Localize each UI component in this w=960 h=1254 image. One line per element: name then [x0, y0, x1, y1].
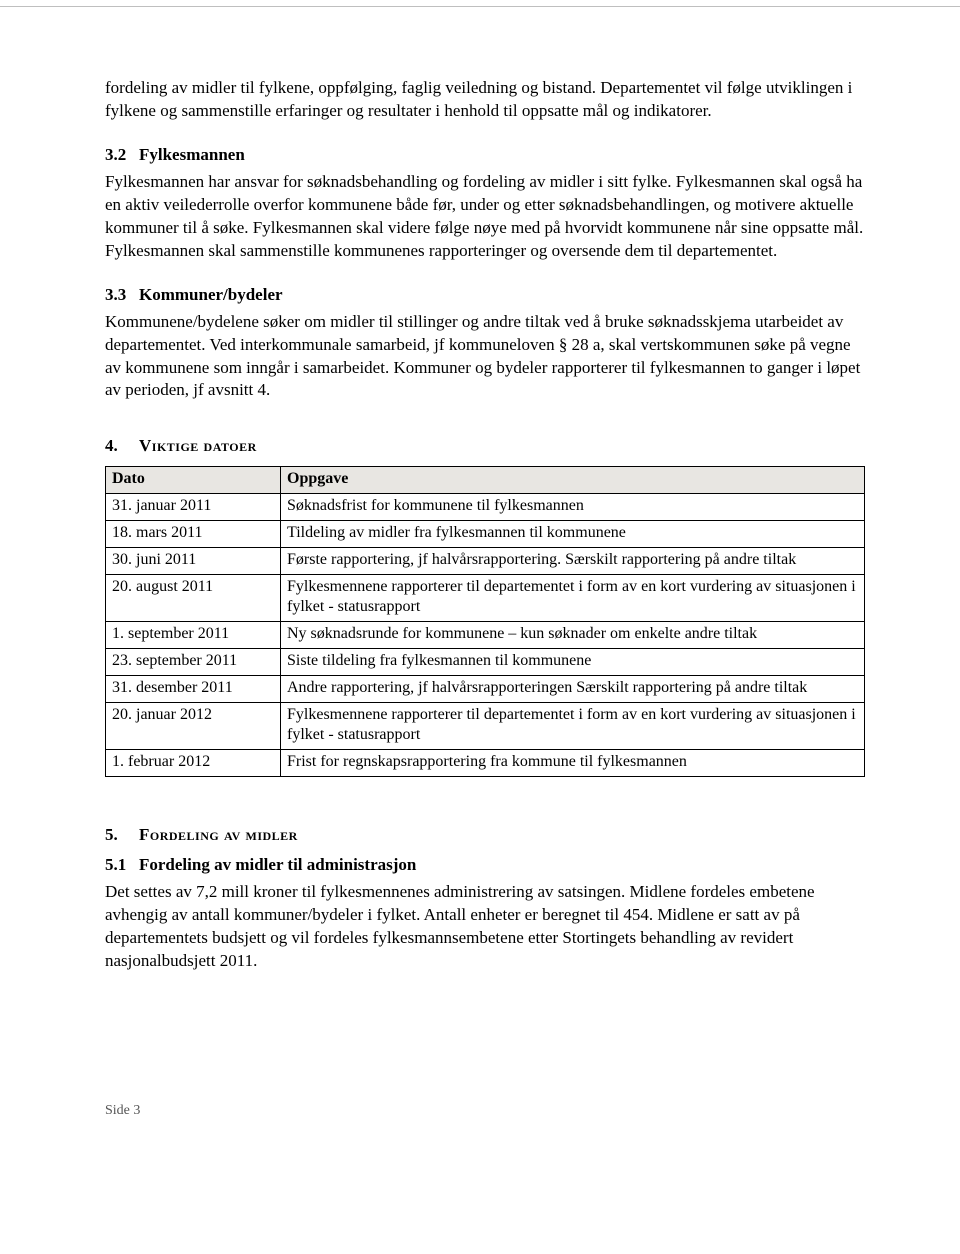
table-row: 30. juni 2011 Første rapportering, jf ha…	[106, 547, 865, 574]
table-header-row: Dato Oppgave	[106, 467, 865, 494]
table-row: 31. desember 2011 Andre rapportering, jf…	[106, 675, 865, 702]
heading-5-1: 5.1Fordeling av midler til administrasjo…	[105, 855, 865, 875]
heading-title: Kommuner/bydeler	[139, 285, 283, 304]
table-row: 20. januar 2012 Fylkesmennene rapportere…	[106, 702, 865, 750]
heading-number: 5.1	[105, 855, 139, 875]
cell-date: 31. januar 2011	[106, 494, 281, 521]
page-footer: Side 3	[105, 1103, 865, 1119]
table-row: 1. februar 2012 Frist for regnskapsrappo…	[106, 750, 865, 777]
table-row: 23. september 2011 Siste tildeling fra f…	[106, 648, 865, 675]
cell-task: Søknadsfrist for kommunene til fylkesman…	[281, 494, 865, 521]
cell-task: Fylkesmennene rapporterer til departemen…	[281, 574, 865, 622]
cell-date: 1. september 2011	[106, 622, 281, 649]
cell-date: 23. september 2011	[106, 648, 281, 675]
heading-4: 4.Viktige datoer	[105, 436, 865, 456]
cell-task: Fylkesmennene rapporterer til departemen…	[281, 702, 865, 750]
cell-task: Ny søknadsrunde for kommunene – kun søkn…	[281, 622, 865, 649]
table-row: 18. mars 2011 Tildeling av midler fra fy…	[106, 520, 865, 547]
cell-task: Tildeling av midler fra fylkesmannen til…	[281, 520, 865, 547]
body-3-2: Fylkesmannen har ansvar for søknadsbehan…	[105, 171, 865, 263]
col-header-task: Oppgave	[281, 467, 865, 494]
heading-3-3: 3.3Kommuner/bydeler	[105, 285, 865, 305]
body-3-3: Kommunene/bydelene søker om midler til s…	[105, 311, 865, 403]
heading-3-2: 3.2Fylkesmannen	[105, 145, 865, 165]
dates-table: Dato Oppgave 31. januar 2011 Søknadsfris…	[105, 466, 865, 777]
intro-paragraph: fordeling av midler til fylkene, oppfølg…	[105, 77, 865, 123]
cell-date: 18. mars 2011	[106, 520, 281, 547]
heading-title: Fordeling av midler til administrasjon	[139, 855, 416, 874]
cell-date: 31. desember 2011	[106, 675, 281, 702]
cell-task: Siste tildeling fra fylkesmannen til kom…	[281, 648, 865, 675]
table-row: 31. januar 2011 Søknadsfrist for kommune…	[106, 494, 865, 521]
heading-title: Viktige datoer	[139, 436, 257, 455]
cell-date: 1. februar 2012	[106, 750, 281, 777]
table-row: 1. september 2011 Ny søknadsrunde for ko…	[106, 622, 865, 649]
body-5-1: Det settes av 7,2 mill kroner til fylkes…	[105, 881, 865, 973]
cell-date: 30. juni 2011	[106, 547, 281, 574]
cell-task: Andre rapportering, jf halvårsrapporteri…	[281, 675, 865, 702]
heading-title: Fordeling av midler	[139, 825, 298, 844]
heading-5: 5.Fordeling av midler	[105, 825, 865, 845]
heading-number: 3.2	[105, 145, 139, 165]
document-page: fordeling av midler til fylkene, oppfølg…	[0, 7, 960, 1159]
cell-date: 20. august 2011	[106, 574, 281, 622]
heading-number: 5.	[105, 825, 139, 845]
heading-title: Fylkesmannen	[139, 145, 245, 164]
cell-date: 20. januar 2012	[106, 702, 281, 750]
col-header-date: Dato	[106, 467, 281, 494]
cell-task: Første rapportering, jf halvårsrapporter…	[281, 547, 865, 574]
heading-number: 3.3	[105, 285, 139, 305]
table-row: 20. august 2011 Fylkesmennene rapportere…	[106, 574, 865, 622]
cell-task: Frist for regnskapsrapportering fra komm…	[281, 750, 865, 777]
heading-number: 4.	[105, 436, 139, 456]
